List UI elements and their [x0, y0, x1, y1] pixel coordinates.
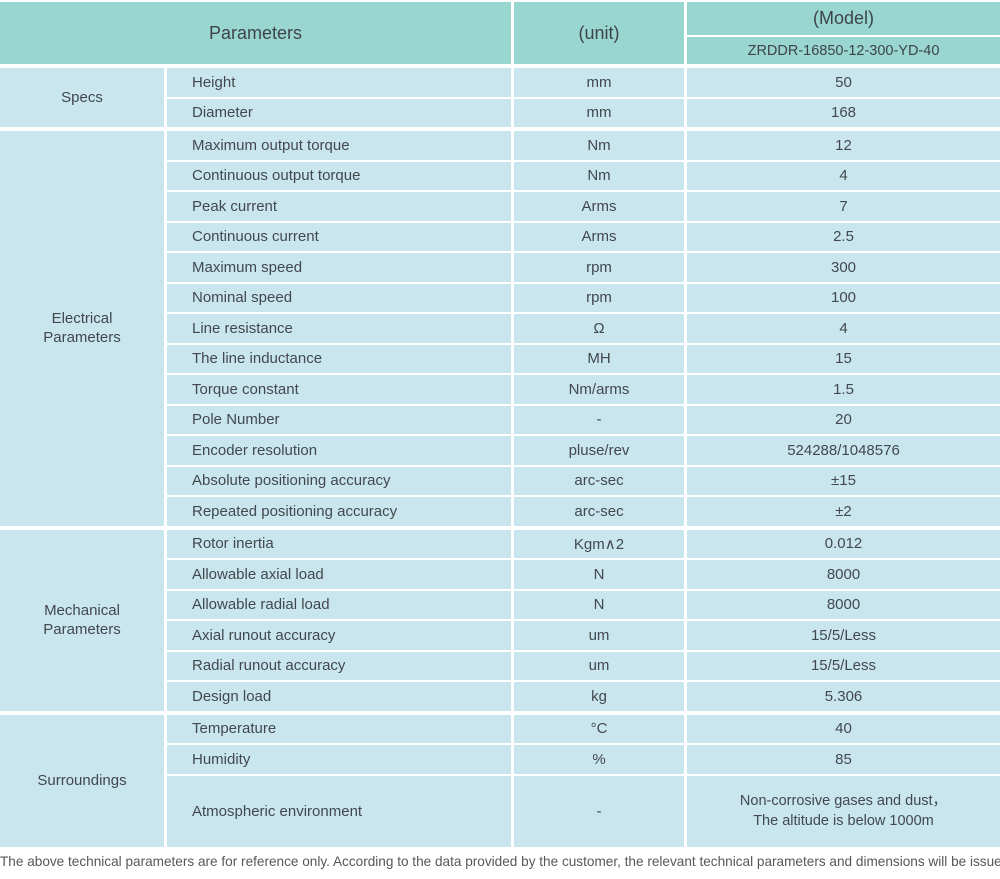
- parameter-name-cell: Humidity: [167, 745, 511, 774]
- parameter-name-cell: Nominal speed: [167, 283, 511, 312]
- model-value-cell: 4: [687, 314, 1000, 343]
- model-value-cell: 15/5/Less: [687, 651, 1000, 680]
- parameter-name-cell: Repeated positioning accuracy: [167, 497, 511, 526]
- section-specs: Specs Height mm 50 Diameter mm 168: [0, 68, 1000, 127]
- parameter-name-cell: Radial runout accuracy: [167, 651, 511, 680]
- model-value-cell: Non-corrosive gases and dust， The altitu…: [687, 775, 1000, 847]
- parameter-name-cell: Allowable radial load: [167, 590, 511, 619]
- unit-cell: -: [514, 775, 684, 847]
- model-value-cell: 1.5: [687, 375, 1000, 404]
- parameter-name-cell: Peak current: [167, 192, 511, 221]
- unit-cell: mm: [514, 98, 684, 127]
- model-value-cell: 100: [687, 283, 1000, 312]
- category-cell: Specs: [0, 68, 164, 127]
- unit-cell: Arms: [514, 222, 684, 251]
- model-value-cell: 7: [687, 192, 1000, 221]
- model-value-cell: 8000: [687, 560, 1000, 589]
- model-value-cell: 0.012: [687, 529, 1000, 558]
- unit-cell: rpm: [514, 283, 684, 312]
- model-value-cell: 8000: [687, 590, 1000, 619]
- parameter-name-cell: The line inductance: [167, 344, 511, 373]
- unit-cell: N: [514, 590, 684, 619]
- parameter-name-cell: Encoder resolution: [167, 436, 511, 465]
- parameter-name-cell: Temperature: [167, 714, 511, 743]
- unit-cell: pluse/rev: [514, 436, 684, 465]
- parameter-name-cell: Height: [167, 68, 511, 97]
- model-value-cell: ±15: [687, 466, 1000, 495]
- category-label: Electrical Parameters: [43, 309, 121, 347]
- unit-cell: arc-sec: [514, 466, 684, 495]
- unit-cell: -: [514, 405, 684, 434]
- section-electrical-parameters: Electrical Parameters Maximum output torq…: [0, 131, 1000, 526]
- unit-cell: N: [514, 560, 684, 589]
- unit-cell: mm: [514, 68, 684, 97]
- model-value-cell: 40: [687, 714, 1000, 743]
- unit-cell: kg: [514, 682, 684, 711]
- unit-cell: rpm: [514, 253, 684, 282]
- parameter-name-cell: Absolute positioning accuracy: [167, 466, 511, 495]
- model-value-cell: 524288/1048576: [687, 436, 1000, 465]
- unit-cell: arc-sec: [514, 497, 684, 526]
- model-value-cell: 300: [687, 253, 1000, 282]
- table-body: Specs Height mm 50 Diameter mm 168 Electrical P…: [0, 68, 1000, 847]
- unit-cell: um: [514, 651, 684, 680]
- model-value-cell: 20: [687, 405, 1000, 434]
- parameter-name-cell: Diameter: [167, 98, 511, 127]
- header-unit: (unit): [514, 2, 684, 64]
- model-value-cell: 15/5/Less: [687, 621, 1000, 650]
- unit-cell: Arms: [514, 192, 684, 221]
- model-value-cell: ±2: [687, 497, 1000, 526]
- parameter-name-cell: Continuous current: [167, 222, 511, 251]
- parameter-name-cell: Maximum speed: [167, 253, 511, 282]
- parameter-name-cell: Maximum output torque: [167, 131, 511, 160]
- parameter-name-cell: Axial runout accuracy: [167, 621, 511, 650]
- parameter-name-cell: Atmospheric environment: [167, 775, 511, 847]
- section-mechanical-parameters: Mechanical Parameters Rotor inertia Kgm∧2 0…: [0, 529, 1000, 711]
- category-label: Specs: [61, 88, 103, 106]
- unit-cell: MH: [514, 344, 684, 373]
- model-value-cell: 2.5: [687, 222, 1000, 251]
- unit-cell: Ω: [514, 314, 684, 343]
- unit-cell: Nm: [514, 131, 684, 160]
- unit-cell: Nm: [514, 161, 684, 190]
- header-model-number: ZRDDR-16850-12-300-YD-40: [687, 37, 1000, 64]
- category-cell: Electrical Parameters: [0, 131, 164, 526]
- header-model: (Model): [687, 2, 1000, 35]
- model-value-cell: 15: [687, 344, 1000, 373]
- parameter-name-cell: Design load: [167, 682, 511, 711]
- parameter-name-cell: Line resistance: [167, 314, 511, 343]
- category-label: Surroundings: [37, 771, 127, 789]
- table-header: Parameters (unit) (Model) ZRDDR-16850-12…: [0, 2, 1000, 64]
- category-label: Mechanical Parameters: [43, 601, 121, 639]
- section-surroundings: Surroundings Temperature °C 40 Humidity% 85 At…: [0, 714, 1000, 847]
- parameter-name-cell: Pole Number: [167, 405, 511, 434]
- parameter-name-cell: Continuous output torque: [167, 161, 511, 190]
- parameter-name-cell: Rotor inertia: [167, 529, 511, 558]
- unit-cell: um: [514, 621, 684, 650]
- spec-table: Parameters (unit) (Model) ZRDDR-16850-12…: [0, 2, 1000, 847]
- model-value-cell: 5.306: [687, 682, 1000, 711]
- footnote: The above technical parameters are for r…: [0, 853, 1000, 869]
- model-value-cell: 85: [687, 745, 1000, 774]
- category-cell: Mechanical Parameters: [0, 529, 164, 711]
- model-value-cell: 168: [687, 98, 1000, 127]
- unit-cell: Kgm∧2: [514, 529, 684, 558]
- parameter-name-cell: Allowable axial load: [167, 560, 511, 589]
- model-value-cell: 50: [687, 68, 1000, 97]
- model-value-cell: 12: [687, 131, 1000, 160]
- model-value-cell: 4: [687, 161, 1000, 190]
- category-cell: Surroundings: [0, 714, 164, 847]
- unit-cell: °C: [514, 714, 684, 743]
- header-parameters: Parameters: [0, 2, 511, 64]
- unit-cell: %: [514, 745, 684, 774]
- parameter-name-cell: Torque constant: [167, 375, 511, 404]
- unit-cell: Nm/arms: [514, 375, 684, 404]
